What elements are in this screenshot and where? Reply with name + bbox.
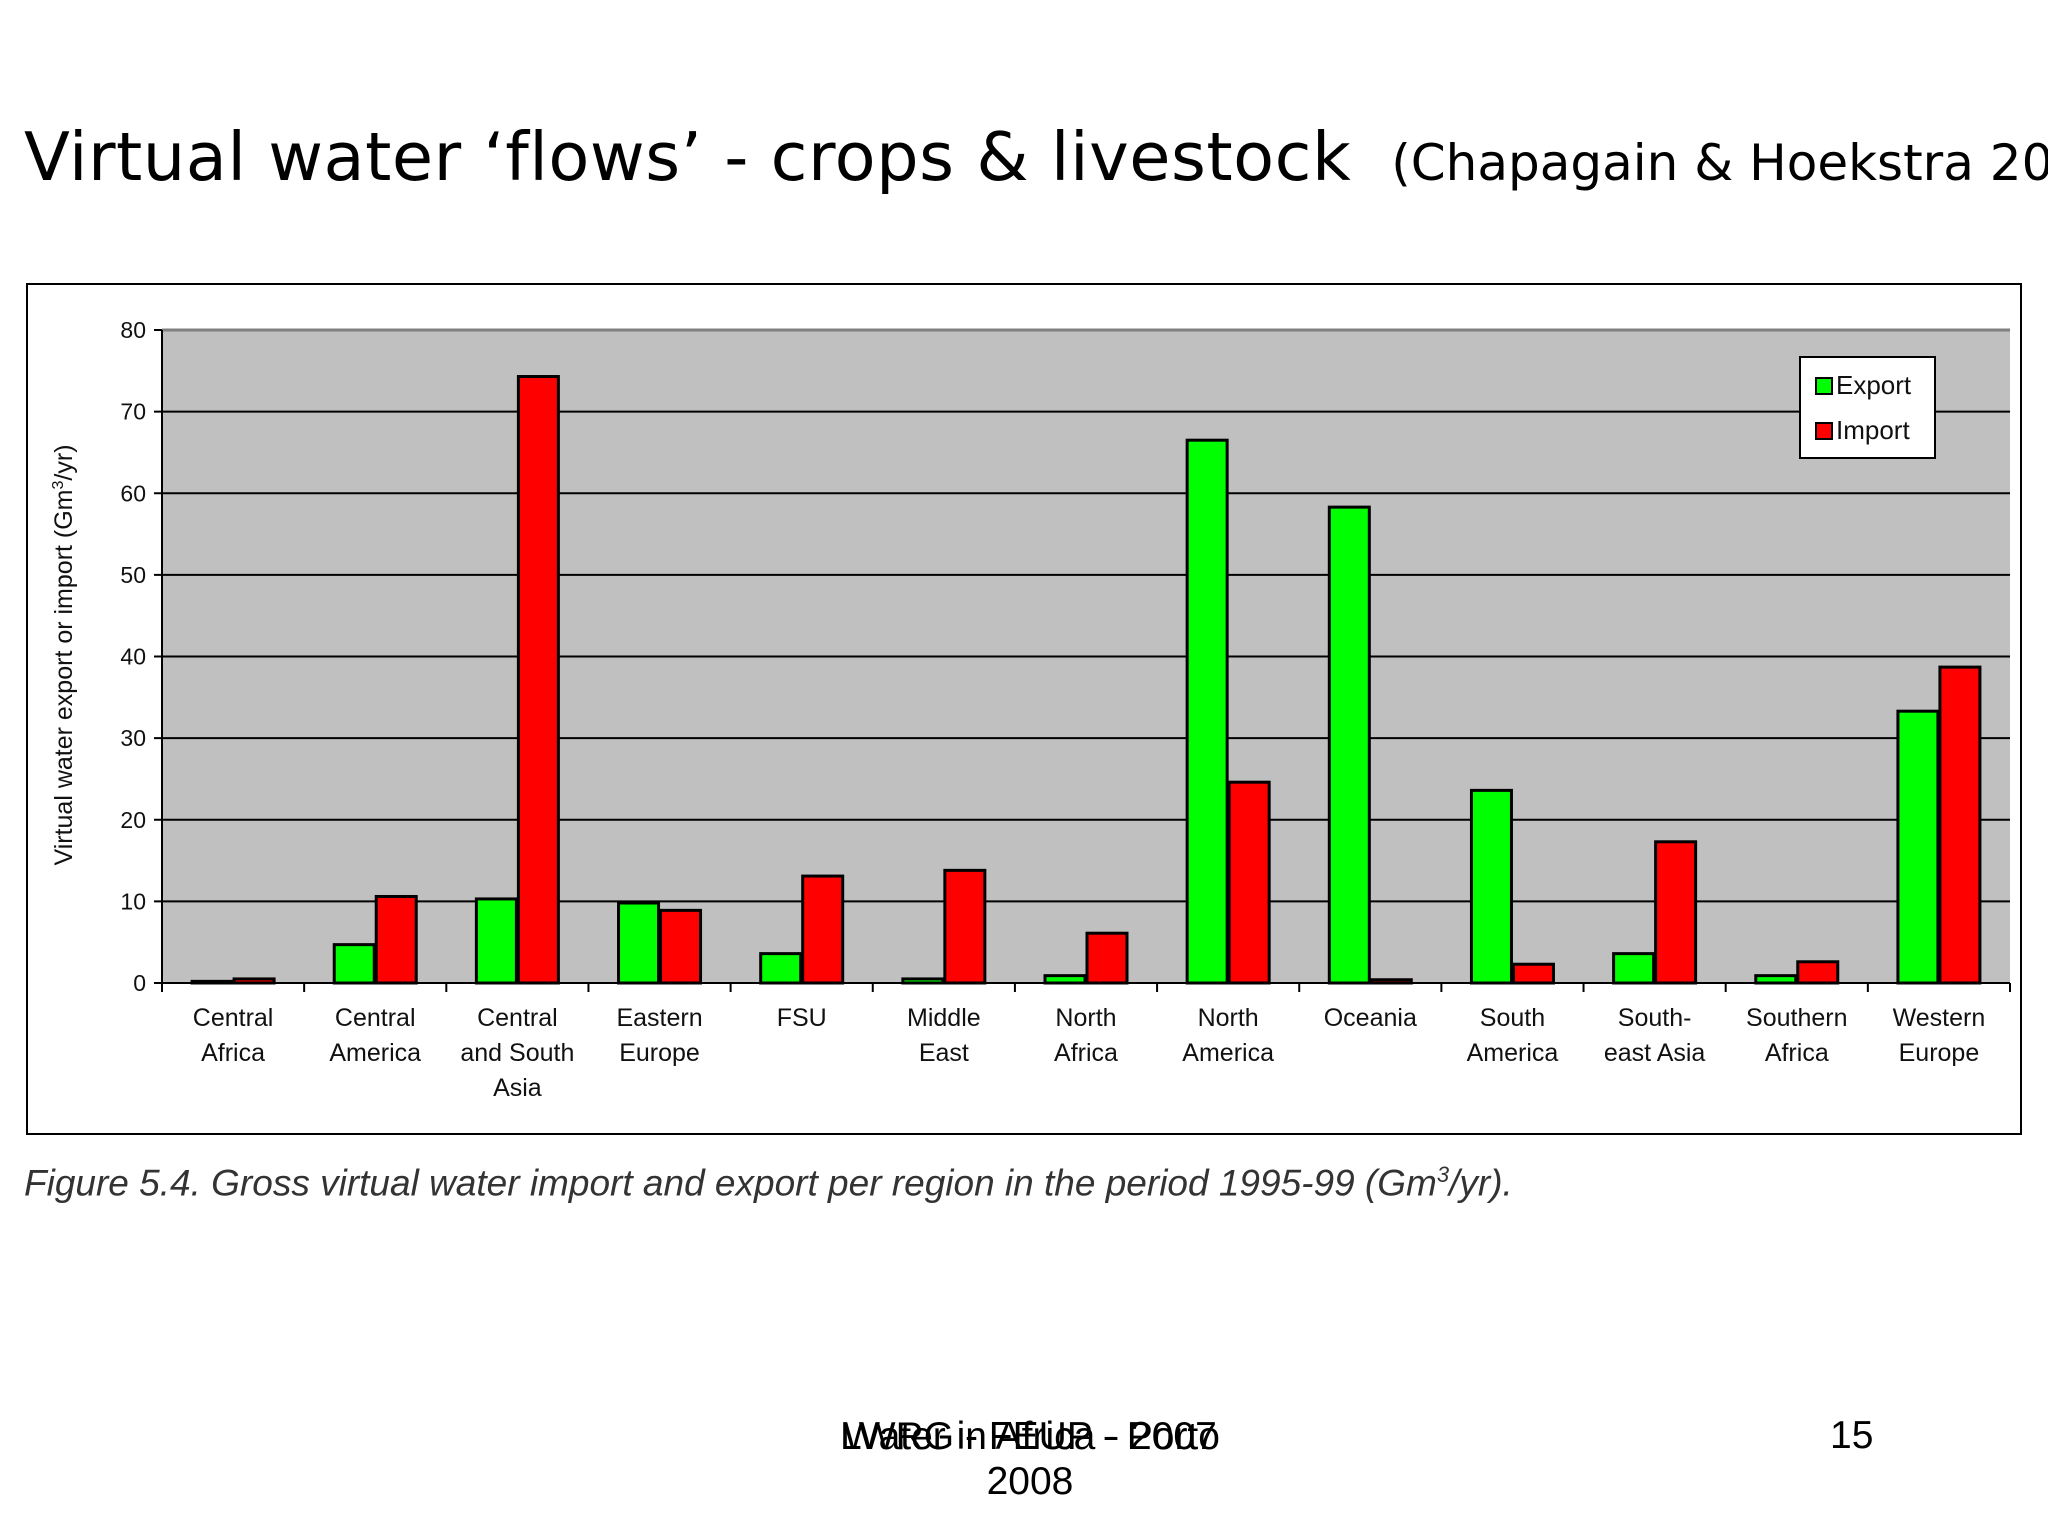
x-tick-label: Oceania	[1324, 1004, 1417, 1032]
y-tick-label: 50	[120, 562, 146, 588]
x-tick-label: Middle East	[907, 1004, 981, 1067]
x-tick-label-line: Europe	[619, 1039, 700, 1067]
footer-line-3: 2008	[986, 1460, 1074, 1503]
x-tick-label-line: Africa	[201, 1039, 265, 1067]
y-tick-label: 10	[120, 888, 146, 914]
y-tick-label: 20	[120, 807, 146, 833]
x-tick-label-line: Middle	[907, 1004, 981, 1032]
x-tick-label: Western Europe	[1893, 1004, 1986, 1067]
bar-export	[332, 943, 376, 985]
bar-export	[1043, 974, 1087, 985]
x-tick-label-line: Southern	[1746, 1004, 1847, 1032]
page-number: 15	[1830, 1414, 1874, 1457]
x-tick-label-line: Central	[477, 1004, 558, 1032]
legend-box	[1799, 356, 1936, 459]
bar-import	[1938, 665, 1982, 985]
bar-export	[759, 952, 803, 985]
x-tick-label: Southern Africa	[1746, 1004, 1847, 1067]
x-tick-label-line: Central	[193, 1004, 274, 1032]
caption-main: Figure 5.4. Gross virtual water import a…	[24, 1162, 1437, 1204]
x-tick-label-line: South-	[1618, 1004, 1692, 1032]
figure-frame: 0 10 20 30 40 50 60 70 80 Central Africa Central Am…	[26, 283, 2022, 1135]
slide-title-main: Virtual water ‘flows’ - crops & livestoc…	[24, 118, 1352, 196]
x-tick-label: Central Africa	[193, 1004, 274, 1067]
bar-export	[1327, 505, 1371, 985]
bar-export	[617, 901, 661, 985]
legend: Export Import	[1799, 356, 1936, 459]
x-tick-label-line: and South	[460, 1039, 574, 1067]
y-tick-label: 60	[120, 480, 146, 506]
x-tick-label: South-east Asia	[1604, 1004, 1706, 1067]
x-tick-label-line: Central	[335, 1004, 416, 1032]
bar-import	[1085, 931, 1129, 985]
footer-line-1: Water in Africa - 2007	[843, 1415, 1217, 1458]
figure-caption: Figure 5.4. Gross virtual water import a…	[24, 1162, 1513, 1204]
x-tick-label-line: Africa	[1054, 1039, 1118, 1067]
bar-export	[1185, 438, 1229, 985]
x-tick-label-line: South	[1480, 1004, 1545, 1032]
x-tick-label-line: America	[1467, 1039, 1559, 1067]
x-tick-label-line: FSU	[777, 1004, 827, 1032]
x-tick-label-line: Asia	[493, 1074, 542, 1102]
x-tick-label-line: Oceania	[1324, 1004, 1417, 1032]
x-tick-label-line: America	[329, 1039, 421, 1067]
x-tick-label-line: America	[1182, 1039, 1274, 1067]
x-tick-label: FSU	[777, 1004, 827, 1032]
x-tick-label: Central America	[329, 1004, 421, 1067]
x-tick-label: South America	[1467, 1004, 1559, 1067]
x-tick-label-line: East	[919, 1039, 969, 1067]
legend-swatch-export	[1815, 377, 1833, 395]
caption-superscript: 3	[1436, 1162, 1450, 1187]
slide-title-citation: (Chapagain & Hoekstra 2004)	[1391, 134, 2048, 192]
bar-chart: 0 10 20 30 40 50 60 70 80 Central Africa Central Am…	[50, 317, 2011, 1102]
y-tick-label: 40	[120, 644, 146, 670]
x-tick-label-line: Western	[1893, 1004, 1986, 1032]
slide-title: Virtual water ‘flows’ - crops & livestoc…	[24, 118, 2048, 196]
bar-export	[1896, 709, 1940, 985]
y-tick-label: 30	[120, 725, 146, 751]
bar-export	[474, 897, 518, 985]
footer-text: Water in Africa - 2007 LWRG - FEUP - Por…	[750, 1414, 1310, 1504]
bar-import	[516, 375, 560, 985]
x-tick-label-line: North	[1055, 1004, 1116, 1032]
bar-import	[374, 894, 418, 985]
bar-import	[1511, 962, 1555, 985]
bar-export	[1754, 974, 1798, 985]
caption-tail: /yr).	[1449, 1162, 1513, 1204]
bar-export	[1469, 788, 1513, 985]
bar-import	[1796, 960, 1840, 985]
y-tick-label: 0	[133, 970, 146, 996]
x-tick-label-line: east Asia	[1604, 1039, 1706, 1067]
y-tick-label: 80	[120, 317, 146, 343]
legend-swatch-import	[1815, 422, 1833, 440]
bar-import	[1227, 780, 1271, 985]
x-tick-label: North Africa	[1054, 1004, 1118, 1067]
x-tick-label-line: Eastern	[616, 1004, 702, 1032]
bar-import	[659, 908, 703, 985]
legend-label-import: Import	[1836, 415, 1910, 445]
bar-import	[801, 874, 845, 985]
x-tick-label: Central and South Asia	[460, 1004, 574, 1102]
x-tick-label-line: Europe	[1899, 1039, 1980, 1067]
y-tick-label: 70	[120, 399, 146, 425]
x-tick-label-line: North	[1198, 1004, 1259, 1032]
bar-import	[1654, 840, 1698, 985]
bar-export	[1612, 952, 1656, 985]
x-tick-label: North America	[1182, 1004, 1274, 1067]
x-tick-label-line: Africa	[1765, 1039, 1829, 1067]
y-axis-label: Virtual water export or import (Gm3/yr)	[50, 444, 78, 865]
bar-import	[943, 868, 987, 985]
footer-line-2: LWRG - FEUP - Porto	[840, 1415, 1220, 1458]
x-tick-label: Eastern Europe	[616, 1004, 702, 1067]
legend-label-export: Export	[1836, 370, 1912, 400]
